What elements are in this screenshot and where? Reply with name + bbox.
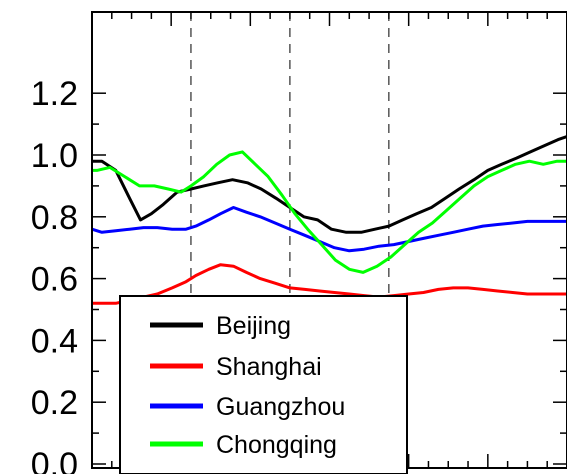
- series-line-shanghai: [92, 263, 567, 305]
- legend-label-guangzhou: Guangzhou: [216, 393, 345, 421]
- series-line-chongqing: [92, 150, 567, 274]
- plot-area: [91, 11, 567, 469]
- legend-label-beijing: Beijing: [216, 312, 291, 340]
- y-tick-label-6: 1.2: [31, 75, 78, 113]
- series-line-beijing: [92, 135, 567, 234]
- series-lines: [91, 135, 567, 305]
- dashed-vertical-lines: [190, 12, 390, 468]
- legend-label-shanghai: Shanghai: [216, 353, 322, 381]
- y-tick-label-4: 0.8: [31, 199, 78, 237]
- y-tick-label-5: 1.0: [31, 137, 78, 175]
- y-axis-tick-labels: 0.0 0.2 0.4 0.6 0.8 1.0 1.2: [31, 75, 78, 474]
- legend-label-chongqing: Chongqing: [216, 431, 337, 459]
- legend: Beijing Shanghai Guangzhou Chongqing: [119, 295, 408, 474]
- y-tick-label-3: 0.6: [31, 261, 78, 299]
- y-tick-label-2: 0.4: [31, 322, 78, 360]
- y-tick-label-1: 0.2: [31, 384, 78, 422]
- y-tick-label-0: 0.0: [31, 446, 78, 474]
